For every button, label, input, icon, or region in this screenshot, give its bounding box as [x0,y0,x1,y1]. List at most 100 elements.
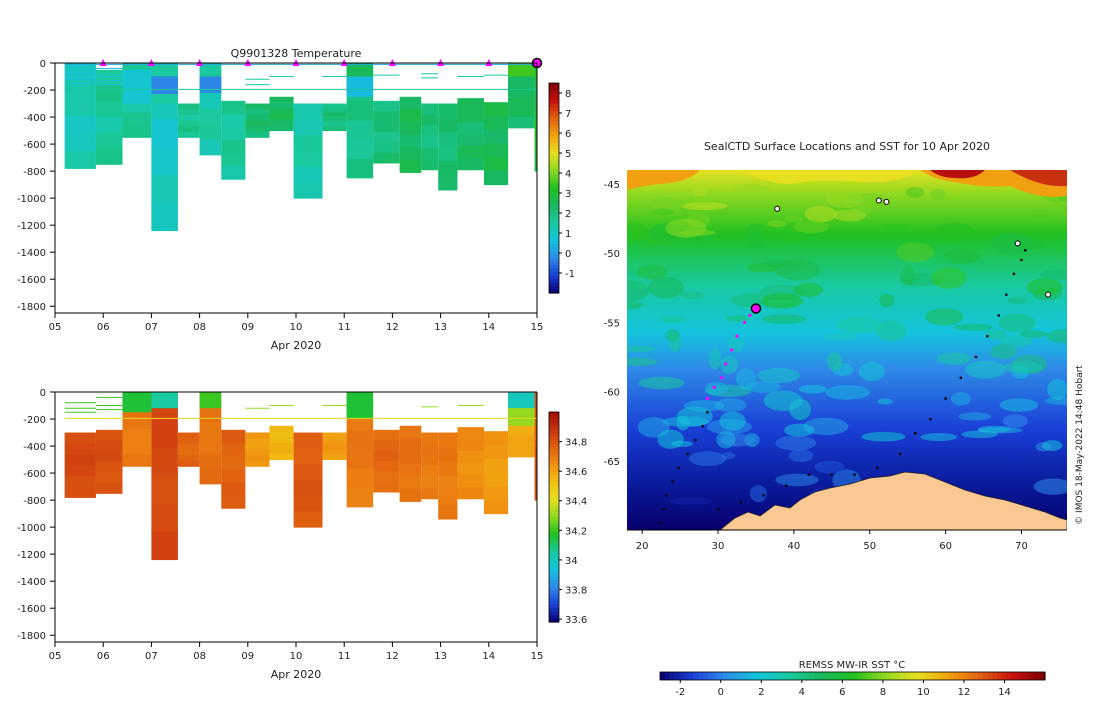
profile-cell [177,443,200,450]
profile-cell [245,449,270,456]
sst-texture-blob [833,208,867,222]
colorbar-swatch [549,125,559,130]
recent-track-point [742,320,747,324]
colorbar-swatch [549,163,559,168]
temperature-profiles [64,63,537,232]
profile-cell [199,468,222,485]
profile-cell [293,511,323,528]
profile-cell [151,146,178,176]
colorbar-frame [548,82,560,294]
profile-cell [122,416,152,430]
sst-colorbar-swatch [818,672,825,680]
colorbar-swatch [549,447,559,452]
profile-cell [346,101,374,121]
salinity-profiles [64,392,537,561]
profile-cell [177,120,200,127]
profile-cell [483,115,509,131]
profile-cell [534,81,537,100]
profile-cell [95,451,123,463]
colorbar-swatch [549,562,559,567]
surface-cell [122,69,152,104]
profile-cell [399,488,422,502]
profile-cell [373,450,400,462]
sst-colorbar-tick-label: 6 [839,687,845,698]
colorbar-swatch [549,422,559,427]
sst-texture-blob [651,208,675,216]
track-point [662,507,665,511]
profile-cell [269,119,294,126]
profile-cell [95,117,123,134]
colorbar-swatch [549,566,559,571]
colorbar-tick-label: 2 [565,209,571,220]
y-tick-label: -1800 [17,302,46,313]
sst-texture-blob [931,267,967,289]
sst-texture-blob [788,449,814,463]
colorbar-swatch [549,132,559,137]
colorbar-swatch [549,471,559,476]
profile-cell [399,122,422,136]
warm-water-patch [740,170,920,184]
sst-texture-blob [1033,478,1067,495]
sst-texture-blob [900,265,916,286]
colorbar-swatch [549,450,559,455]
x-tick-label: 14 [482,322,495,333]
track-point [785,484,788,487]
colorbar-swatch [549,457,559,462]
sst-texture-blob [691,184,707,197]
profile-cell [293,479,323,497]
sst-texture-blob [1047,378,1067,400]
sst-texture-blob [736,368,757,390]
sst-colorbar-swatch [809,672,815,680]
sst-texture-blob [825,385,870,400]
profile-cell [322,437,347,443]
profile-cell [177,109,200,116]
warm-water-patch [627,170,700,190]
colorbar-swatch [549,429,559,434]
profile-cell [457,486,484,500]
profile-cell [95,472,123,484]
sst-colorbar-tick-label: 0 [718,687,724,698]
x-tick-label: 07 [145,322,158,333]
sst-colorbar-swatch [679,672,685,680]
profile-cell [245,109,270,116]
colorbar-tick-label: 1 [565,229,571,240]
y-tick-label: -1400 [17,577,46,588]
colorbar-swatch [549,226,559,231]
x-tick-label: 11 [338,322,351,333]
colorbar-swatch [549,604,559,609]
sst-texture-blob [1016,237,1048,250]
sst-colorbar-swatch [664,672,671,680]
sst-texture-blob [905,187,925,198]
profile-cell [508,435,535,447]
recent-track-point [730,348,734,352]
recent-track-point [724,362,728,366]
surface-cell [508,76,535,97]
sst-colorbar-swatch [866,672,873,680]
y-tick-label: -800 [23,167,46,178]
sst-texture-blob [720,355,739,375]
sst-colorbar-swatch [958,672,964,680]
profile-cell [373,100,400,112]
profile-cell [64,115,96,134]
sst-texture-blob [964,360,1007,379]
colorbar-swatch [549,86,559,91]
profile-cell [399,159,422,173]
profile-cell [421,443,439,456]
track-point [1012,272,1016,276]
sst-texture-blob [708,348,722,370]
profile-cell [151,174,178,204]
y-tick-label: 0 [40,59,46,70]
sst-colorbar-swatch [727,672,733,680]
map-x-tick-label: 50 [863,541,876,552]
profile-cell [199,93,222,110]
profile-cell [293,119,323,136]
sst-colorbar-swatch [722,672,728,680]
sst-texture-blob [950,392,971,406]
colorbar-swatch [549,230,559,235]
track-point [665,494,668,497]
colorbar-tick-label: 8 [565,89,571,100]
profile-cell [177,455,200,462]
colorbar-swatch [549,244,559,249]
sst-texture-blob [985,329,1007,340]
